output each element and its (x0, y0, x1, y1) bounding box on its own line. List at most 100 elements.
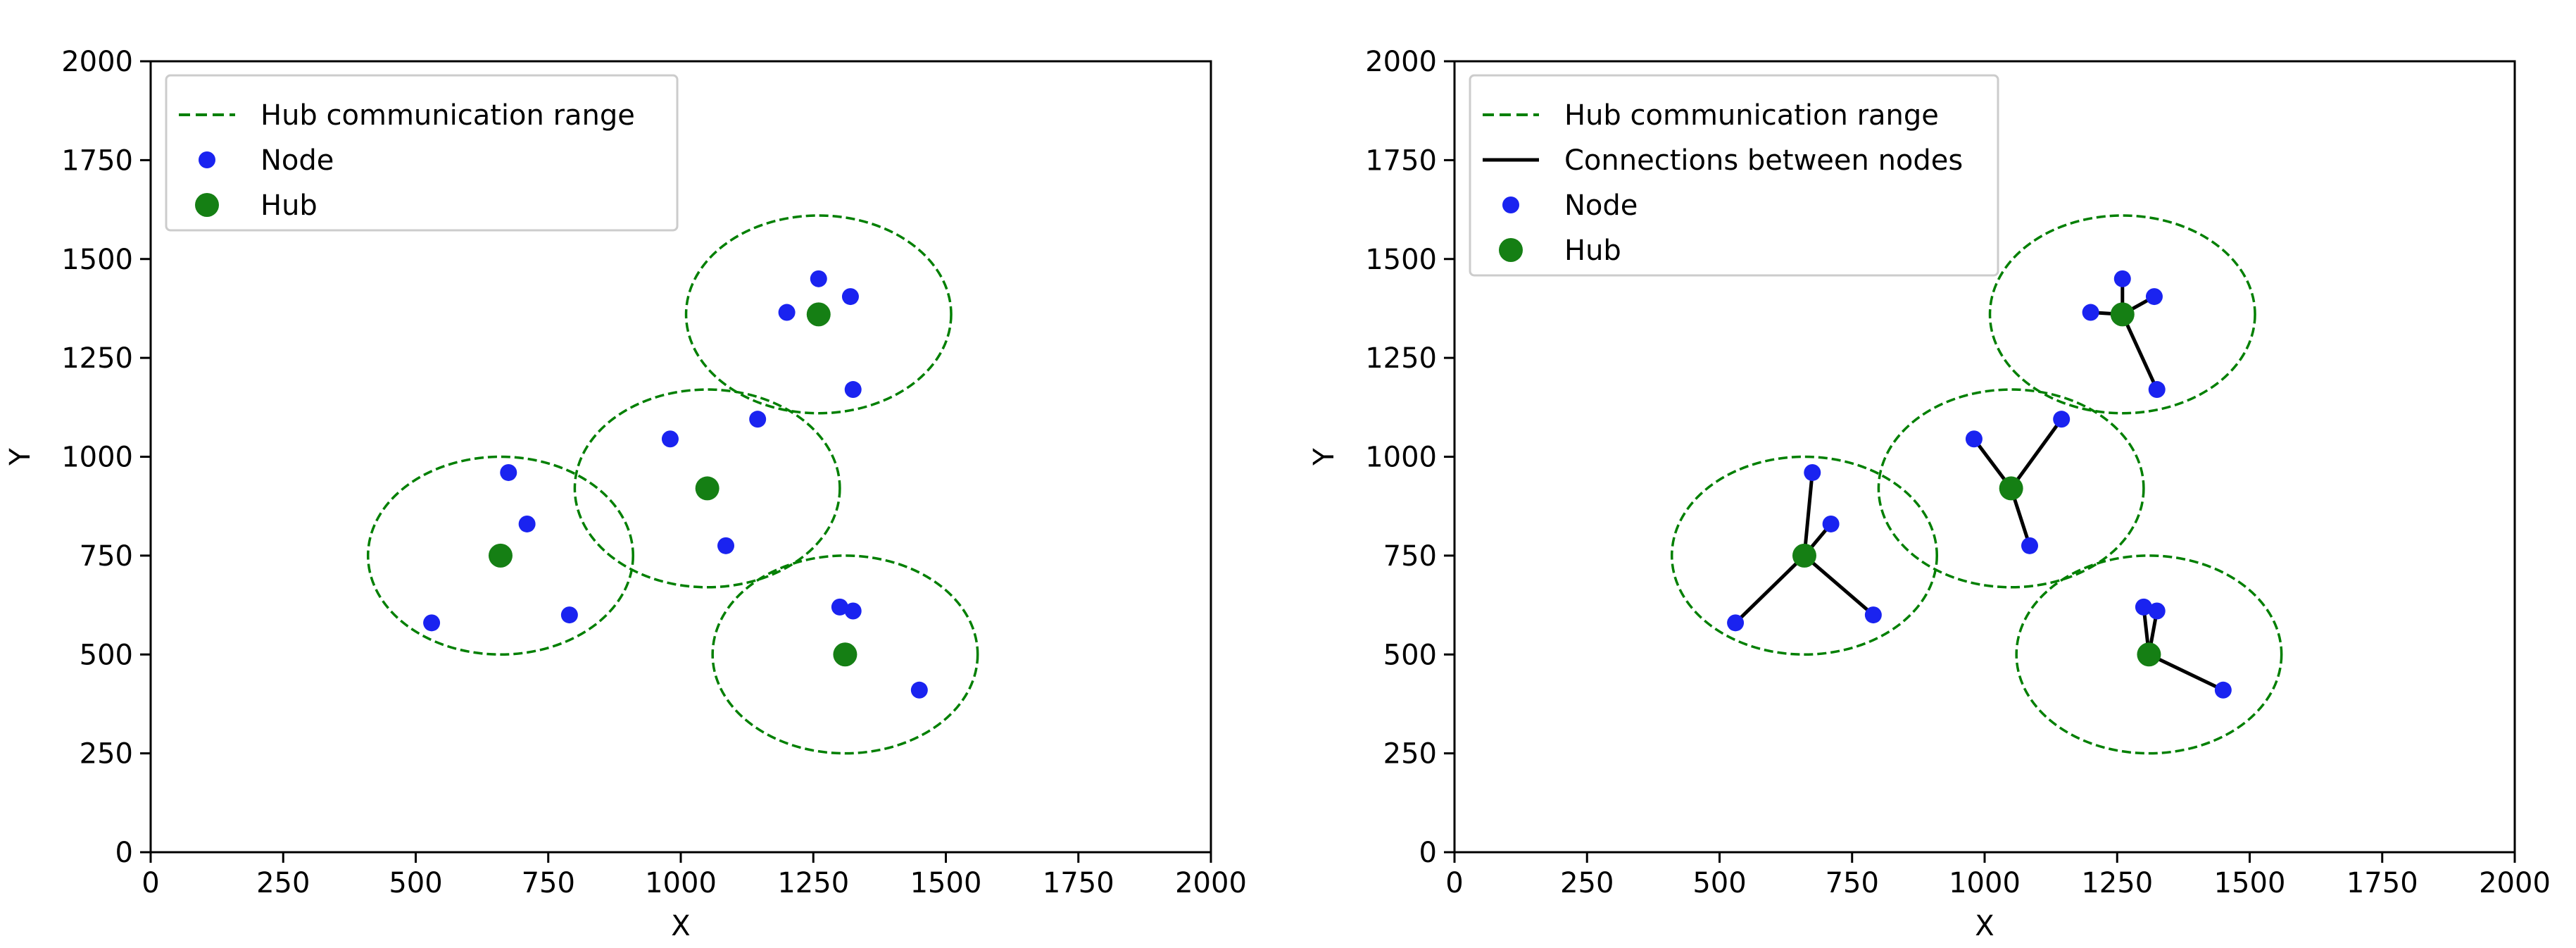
hub-point (1999, 476, 2023, 501)
y-tick-label: 1000 (61, 442, 133, 474)
x-tick-label: 1750 (1043, 867, 1114, 899)
y-tick-label: 1250 (1365, 342, 1437, 375)
panel-1: 0 250 500 750 1000 1250 1500 1750 2000 0 250 500 750… (4, 46, 1247, 942)
node-point (2082, 304, 2099, 321)
legend: Hub communication range Connections betwe… (1469, 74, 1999, 277)
hub-range-circle (366, 455, 634, 656)
connection-line (2121, 313, 2159, 391)
node-point (749, 411, 767, 428)
node-point (423, 614, 441, 632)
legend-box (165, 74, 679, 232)
hub-point (806, 302, 831, 327)
node-point (2135, 598, 2152, 616)
hub-range-circle (573, 388, 841, 589)
legend-handle-hub (195, 193, 219, 217)
hub-range-circle (711, 554, 979, 755)
node-point (2214, 681, 2232, 699)
hub-range-circle (1988, 214, 2256, 415)
node-point (661, 430, 679, 448)
node-point (1864, 606, 1882, 624)
x-tick-label: 1500 (2214, 867, 2286, 899)
node-point (778, 304, 796, 321)
connection-line (1802, 472, 1814, 556)
hub-point (1792, 543, 1816, 568)
y-axis-label: Y (1308, 448, 1340, 466)
legend-label: Hub communication range (260, 99, 635, 132)
hub-point (695, 476, 720, 501)
y-tick-label: 500 (80, 639, 133, 671)
y-tick-label: 2000 (61, 46, 133, 78)
legend-label: Connections between nodes (1564, 144, 1963, 177)
x-axis-label: X (671, 910, 690, 942)
x-tick-label: 2000 (1175, 867, 1247, 899)
x-tick-label: 250 (256, 867, 310, 899)
x-tick-label: 1250 (2081, 867, 2153, 899)
x-tick-label: 1000 (645, 867, 717, 899)
connection-line (2148, 652, 2224, 692)
legend: Hub communication range Node Hub (165, 74, 679, 232)
y-tick-label: 1000 (1365, 442, 1437, 474)
x-tick-label: 750 (1826, 867, 1879, 899)
y-tick-label: 250 (80, 738, 133, 771)
hub-point (833, 642, 857, 667)
x-tick-label: 1250 (777, 867, 849, 899)
hub-range-circle (684, 214, 953, 415)
node-point (518, 515, 536, 532)
plot-content (366, 214, 979, 755)
node-point (1804, 463, 1821, 481)
y-tick-label: 1250 (61, 342, 133, 375)
x-tick-label: 2000 (2479, 867, 2551, 899)
x-tick-label: 1000 (1949, 867, 2021, 899)
legend-handle-node (199, 151, 215, 168)
x-tick-label: 1500 (910, 867, 982, 899)
x-tick-label: 0 (142, 867, 159, 899)
y-tick-label: 750 (1383, 540, 1437, 573)
node-point (1965, 430, 1983, 448)
node-point (2145, 288, 2163, 306)
legend-label: Node (1564, 189, 1638, 222)
y-tick-label: 1500 (61, 244, 133, 276)
node-point (841, 288, 859, 306)
node-point (2021, 537, 2039, 554)
legend-label: Hub (260, 189, 318, 222)
hub-range-circle (2015, 554, 2283, 755)
node-point (1822, 515, 1840, 532)
connection-line (1734, 554, 1806, 625)
hub-range-circle (1670, 455, 1938, 656)
node-point (2053, 411, 2071, 428)
y-tick-label: 1500 (1365, 244, 1437, 276)
node-point (831, 598, 848, 616)
hub-point (488, 543, 513, 568)
hub-point (2137, 642, 2161, 667)
node-point (2113, 270, 2131, 287)
hub-point (2110, 302, 2135, 327)
node-point (844, 381, 862, 399)
connection-line (1803, 554, 1875, 616)
legend-handle-hub (1499, 238, 1523, 262)
legend-label: Hub (1564, 235, 1621, 267)
hub-range-circle (1877, 388, 2145, 589)
x-tick-label: 250 (1560, 867, 1614, 899)
node-point (1727, 614, 1745, 632)
x-tick-label: 500 (1692, 867, 1746, 899)
node-point (910, 681, 928, 699)
connection-line (2009, 418, 2063, 489)
y-axis-label: Y (4, 448, 37, 466)
plot-content (1670, 214, 2283, 755)
y-tick-label: 0 (115, 837, 133, 869)
x-tick-label: 1750 (2346, 867, 2418, 899)
x-tick-label: 500 (389, 867, 442, 899)
y-tick-label: 1750 (61, 144, 133, 177)
x-tick-label: 0 (1445, 867, 1463, 899)
y-tick-label: 750 (80, 540, 133, 573)
node-point (2148, 381, 2166, 399)
y-tick-label: 250 (1383, 738, 1437, 771)
x-axis-label: X (1975, 910, 1994, 942)
y-tick-label: 2000 (1365, 46, 1437, 78)
legend-label: Hub communication range (1564, 99, 1939, 132)
node-point (810, 270, 827, 287)
node-point (560, 606, 578, 624)
legend-box (1469, 74, 1999, 277)
x-tick-label: 750 (522, 867, 575, 899)
